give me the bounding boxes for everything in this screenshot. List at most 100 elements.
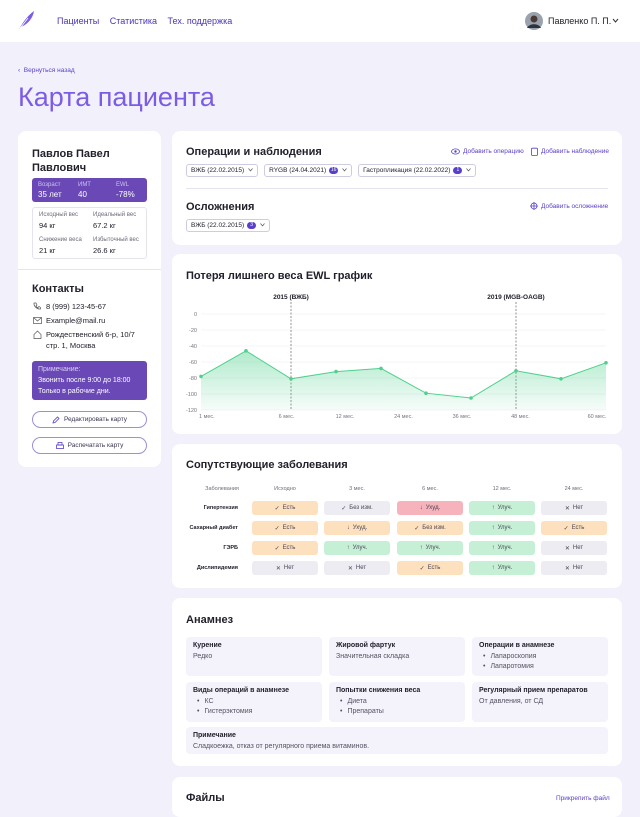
- item-list-entry: КС: [193, 697, 315, 707]
- chevron-path: [260, 223, 265, 227]
- status-chip: ✕ Нет: [541, 541, 607, 555]
- filter-chip[interactable]: ВЖБ (22.02.2015): [186, 164, 259, 177]
- user-name[interactable]: Павленко П. П.: [548, 16, 612, 26]
- status-chip: ✕ Нет: [324, 561, 390, 575]
- y-tick-label: -100: [186, 392, 197, 398]
- status-chip: ✓ Есть: [397, 561, 463, 575]
- column-header: Заболевания: [205, 486, 239, 492]
- weight-value: 67.2 кг: [93, 221, 116, 230]
- status-text: Нет: [572, 545, 584, 551]
- column-header: Исходно: [274, 486, 296, 492]
- status-text: Улуч.: [497, 525, 513, 531]
- status-chip: ✓ Есть: [252, 501, 318, 515]
- status-chip: ✕ Нет: [541, 561, 607, 575]
- point: [604, 361, 608, 365]
- stat-value: 40: [78, 190, 87, 199]
- status-icon: ↓: [346, 525, 350, 531]
- back-text[interactable]: Вернуться назад: [23, 67, 75, 74]
- disease-name: ГЭРБ: [223, 545, 238, 551]
- status-text: Нет: [355, 565, 367, 571]
- add-complication[interactable]: Добавить осложнение: [541, 203, 609, 210]
- y-tick-label: -120: [186, 408, 197, 414]
- weight-label: Снижение веса: [39, 237, 82, 243]
- column-header: 24 мес.: [564, 486, 584, 492]
- item-list-entry: Препараты: [336, 707, 458, 717]
- anamnesis-note: Примечание Сладкоежка, отказ от регулярн…: [186, 727, 608, 754]
- edit-button[interactable]: Редактировать карту: [32, 411, 147, 428]
- status-icon: ✓: [414, 525, 420, 532]
- status-chip: ✓ Без изм.: [324, 501, 390, 515]
- item-label: Курение: [193, 642, 222, 649]
- item-label: Операции в анамнезе: [479, 642, 555, 649]
- status-icon: ✓: [274, 505, 280, 512]
- back-link[interactable]: ‹ Вернуться назад: [18, 67, 75, 74]
- print-button[interactable]: Распечатать карту: [32, 437, 147, 454]
- filter-chip[interactable]: ВЖБ (22.02.2015) 3: [186, 219, 271, 232]
- item-value: Редко: [193, 653, 213, 660]
- chip-label: ВЖБ (22.02.2015): [191, 167, 245, 174]
- item-label: Виды операций в анамнезе: [193, 687, 289, 694]
- line-area: [201, 350, 606, 410]
- edit-icon: [52, 415, 60, 424]
- x-tick-label: 48 мес.: [511, 414, 530, 420]
- status-icon: ✕: [564, 545, 570, 552]
- attach-file[interactable]: Прикрепить файл: [556, 795, 610, 802]
- operations-title: Операции и наблюдения: [186, 146, 322, 158]
- anamnesis-item: Жировой фартук Значительная складка: [329, 637, 465, 676]
- status-chip: ↓ Ухуд.: [397, 501, 463, 515]
- weight-value: 26.6 кг: [93, 246, 116, 255]
- nav-link[interactable]: Статистика: [109, 16, 158, 26]
- stat-value: 35 лет: [38, 190, 62, 199]
- logo[interactable]: [16, 10, 36, 32]
- filter-chip[interactable]: RYGB (24.04.2021) 16: [264, 164, 353, 177]
- stat-label: EWL: [116, 182, 130, 188]
- chip-chevron: [260, 223, 265, 227]
- add-operation[interactable]: Добавить операцию: [463, 148, 524, 155]
- avatar[interactable]: [525, 12, 543, 30]
- status-text: Есть: [427, 565, 441, 571]
- point: [469, 396, 473, 400]
- button-label[interactable]: Распечатать карту: [67, 442, 124, 449]
- button-label[interactable]: Редактировать карту: [63, 416, 128, 423]
- status-text: Есть: [571, 525, 585, 531]
- column-header: 6 мес.: [422, 486, 438, 492]
- nav-link[interactable]: Пациенты: [57, 16, 100, 26]
- note-line: Только в рабочие дни.: [38, 388, 111, 395]
- address-icon: [33, 330, 42, 339]
- chip-chevron: [466, 168, 472, 172]
- status-icon: ↑: [491, 505, 495, 511]
- chart-title: Потеря лишнего веса EWL график: [186, 270, 373, 282]
- disease-name: Сахарный диабет: [189, 525, 238, 531]
- chip-label: RYGB (24.04.2021): [269, 167, 327, 174]
- point: [199, 374, 203, 379]
- status-chip: ↑ Улуч.: [397, 541, 463, 555]
- status-chip: ↑ Улуч.: [469, 541, 535, 555]
- x-tick-label: 24 мес.: [394, 414, 413, 420]
- annotation-label: 2015 (ВЖБ): [273, 294, 309, 301]
- x-tick-label: 1 мес.: [199, 414, 215, 420]
- page: Карта пациента { "header": {"nav": ["Пац…: [0, 0, 640, 800]
- status-icon: ↑: [491, 545, 495, 551]
- files-card: [172, 777, 622, 817]
- page-title: Карта пациента: [18, 82, 215, 112]
- status-text: Улуч.: [497, 545, 513, 551]
- note-label: Примечание: [193, 732, 236, 739]
- point: [334, 369, 338, 374]
- diseases-title: Сопутствующие заболевания: [186, 459, 348, 471]
- user-menu-chevron[interactable]: [612, 18, 619, 23]
- status-chip: ↑ Улуч.: [324, 541, 390, 555]
- complications-title: Осложнения: [186, 201, 255, 213]
- nav-link[interactable]: Тех. поддержка: [167, 16, 233, 26]
- note-value: Сладкоежка, отказ от регулярного приема …: [193, 743, 370, 750]
- add-observation[interactable]: Добавить наблюдение: [541, 148, 609, 155]
- complication-chips: ВЖБ (22.02.2015) 3: [186, 219, 276, 232]
- status-icon: ✓: [419, 565, 425, 572]
- chevron-path: [342, 168, 347, 172]
- address-line: стр. 1, Москва: [46, 341, 96, 350]
- chip-chevron: [248, 168, 253, 172]
- stat-value: -78%: [116, 190, 135, 199]
- filter-chip[interactable]: Гастропликация (22.02.2022) 1: [358, 164, 477, 177]
- weight-value: 21 кг: [39, 246, 56, 255]
- patient-card-page: Пациенты Статистика Тех. поддержка Павле…: [0, 0, 640, 800]
